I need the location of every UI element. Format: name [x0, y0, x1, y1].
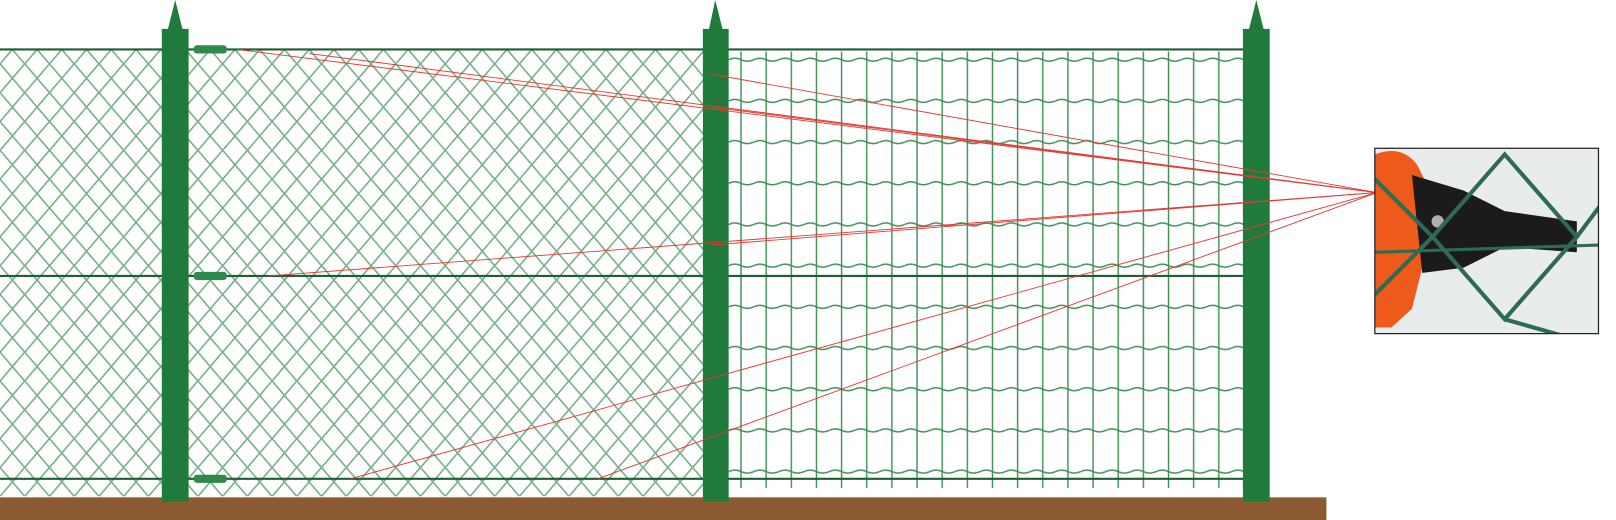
- inset-wire: [1374, 243, 1599, 254]
- post: [161, 0, 189, 502]
- callout-line: [267, 192, 1377, 277]
- callout-line: [711, 73, 1377, 194]
- callout-line: [711, 106, 1377, 194]
- callout-lines: [236, 48, 1378, 480]
- clamp: [193, 271, 227, 281]
- inset-frame: [1374, 147, 1600, 335]
- post: [702, 0, 729, 502]
- detail-inset: [1374, 147, 1600, 335]
- posts: [161, 0, 1270, 502]
- wire-clamps: [193, 45, 227, 483]
- ground: [0, 497, 1327, 520]
- callout-line: [597, 192, 1378, 480]
- chain-link-mesh: [0, 49, 712, 497]
- welded-mesh: [728, 51, 1244, 489]
- clamp: [193, 474, 227, 483]
- clamp: [193, 45, 227, 54]
- callout-line: [236, 48, 1377, 194]
- inset-mesh: [1374, 151, 1599, 334]
- callout-line: [711, 192, 1377, 246]
- callout-line: [350, 192, 1378, 480]
- post: [1242, 0, 1270, 502]
